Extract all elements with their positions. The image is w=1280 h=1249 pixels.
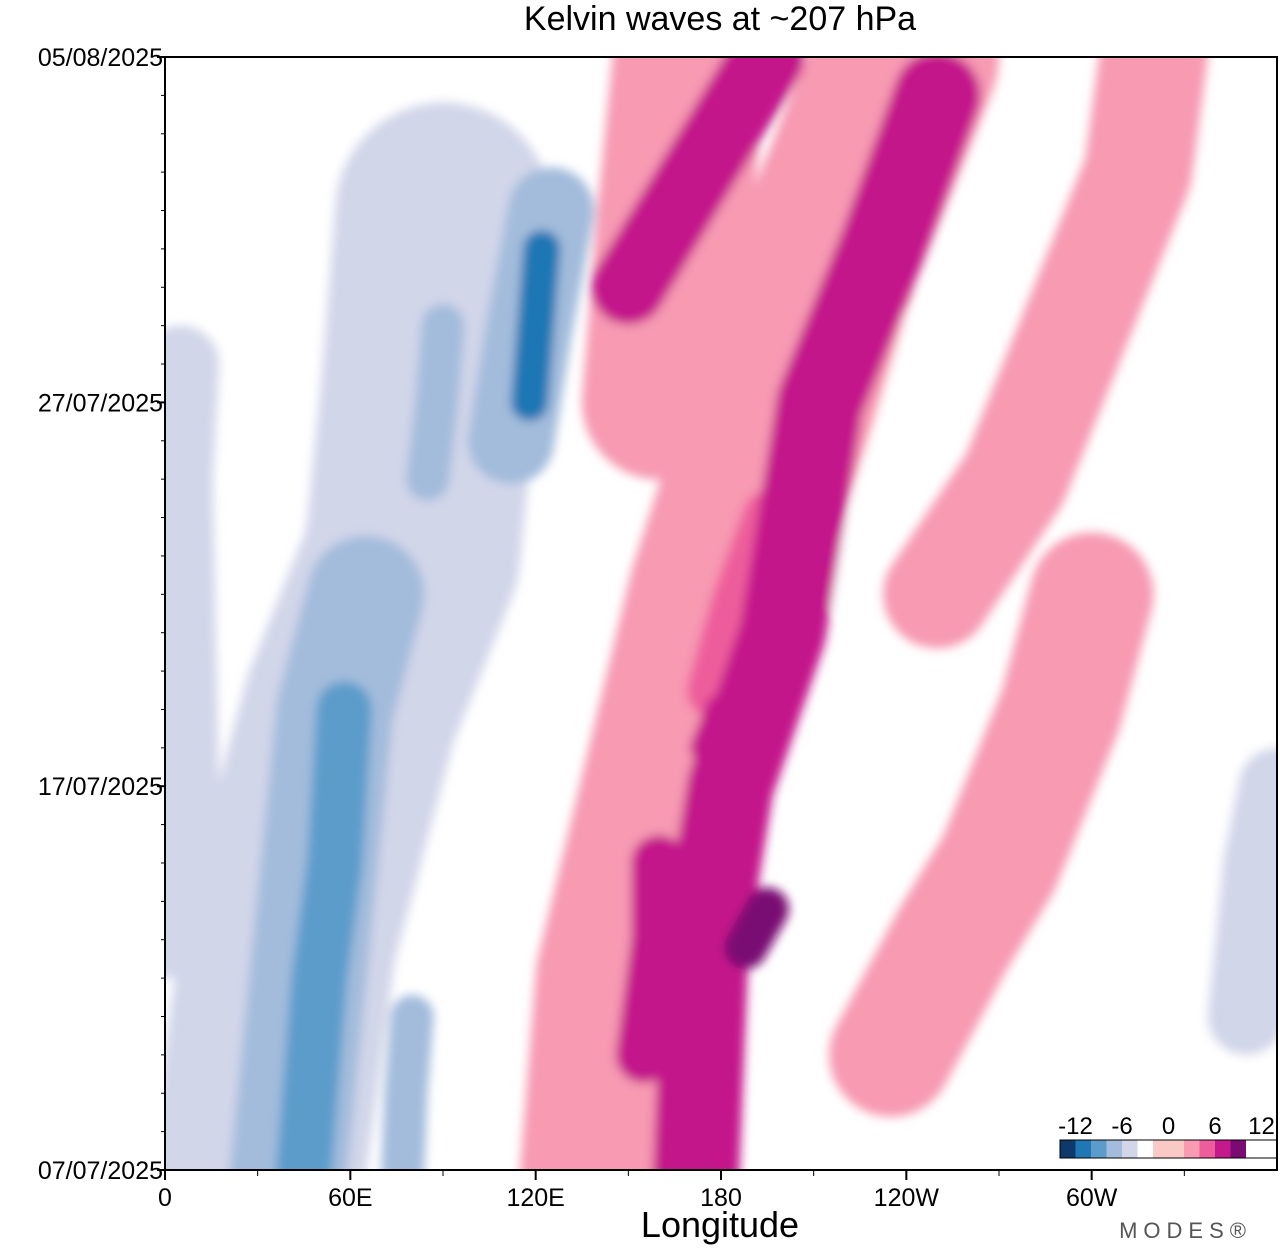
anomaly-band-12 xyxy=(591,57,805,325)
anomaly-band-9 xyxy=(165,325,219,979)
anomaly-band-13 xyxy=(1207,747,1277,1056)
colorbar-swatch xyxy=(1153,1140,1184,1158)
y-tick-label: 07/07/2025 xyxy=(38,1157,163,1185)
chart-title: Kelvin waves at ~207 hPa xyxy=(524,0,916,38)
colorbar-swatch xyxy=(1122,1140,1138,1158)
x-tick-label: 180 xyxy=(700,1184,742,1212)
anomaly-band-1 xyxy=(829,532,1154,1117)
anomaly-band-10 xyxy=(653,57,981,1170)
colorbar-tick-label: -12 xyxy=(1058,1113,1093,1140)
colorbar-swatch xyxy=(1230,1140,1246,1158)
anomaly-band-5 xyxy=(826,307,941,613)
anomaly-band-11 xyxy=(616,835,687,1083)
colorbar-swatch xyxy=(1075,1140,1091,1158)
colorbar-tick-label: 12 xyxy=(1248,1113,1275,1140)
anomaly-band-18 xyxy=(381,994,434,1170)
colorbar-swatch xyxy=(1184,1140,1200,1158)
colorbar-swatch xyxy=(1091,1140,1107,1158)
anomaly-band-20 xyxy=(276,681,372,1170)
anomaly-band-21 xyxy=(510,230,561,421)
colorbar-tick-label: 6 xyxy=(1208,1113,1221,1140)
anomaly-band-17 xyxy=(406,304,465,501)
anomaly-band-2 xyxy=(883,57,1208,649)
x-tick-label: 120E xyxy=(506,1184,564,1212)
y-tick-label: 05/08/2025 xyxy=(38,44,163,72)
colorbar-tick-label: 0 xyxy=(1162,1113,1175,1140)
colorbar-swatch xyxy=(1199,1140,1215,1158)
anomaly-band-19 xyxy=(724,887,789,969)
x-tick-label: 60E xyxy=(328,1184,372,1212)
x-tick-label: 0 xyxy=(158,1184,172,1212)
anomaly-band-14 xyxy=(690,693,737,764)
y-tick-label: 17/07/2025 xyxy=(38,773,163,801)
colorbar: -12 -6 0 6 12 xyxy=(1058,1113,1278,1159)
y-tick-label: 27/07/2025 xyxy=(38,389,163,417)
colorbar-tick-label: -6 xyxy=(1111,1113,1132,1140)
y-axis: 07/07/2025 17/07/2025 27/07/2025 05/08/2025 xyxy=(38,44,165,1185)
brand-logo: MODES® xyxy=(1119,1218,1252,1243)
x-tick-label: 60W xyxy=(1066,1184,1118,1212)
anomaly-field xyxy=(165,57,1277,1170)
x-axis-title: Longitude xyxy=(641,1204,799,1245)
colorbar-swatch xyxy=(1215,1140,1231,1158)
colorbar-swatch xyxy=(1106,1140,1122,1158)
x-tick-label: 120W xyxy=(874,1184,940,1212)
colorbar-swatch xyxy=(1060,1140,1076,1158)
colorbar-frame xyxy=(1059,1139,1278,1159)
colorbar-swatch xyxy=(1137,1140,1153,1158)
x-axis: 0 60E 120E 180 120W 60W xyxy=(158,1170,1185,1212)
